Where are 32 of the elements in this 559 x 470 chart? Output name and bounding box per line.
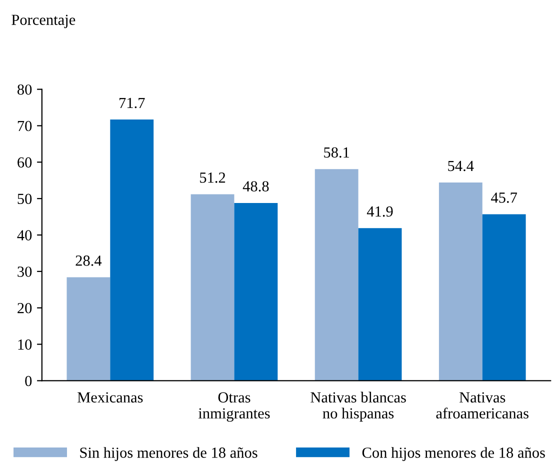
legend-label: Con hijos menores de 18 años [362,447,545,461]
x-tick-label: Mexicanas [78,392,143,403]
y-tick-label: 60 [18,157,32,168]
x-tick-label: Nativas blancas no hispanas [310,392,406,422]
y-tick-label: 30 [18,266,32,277]
bar [66,277,110,381]
y-tick-label: 20 [18,302,32,314]
y-tick-label: 70 [18,120,32,132]
bar [234,202,278,381]
x-tick-label: Otras inmigrantes [198,392,270,422]
data-label: 28.4 [76,256,102,266]
y-tick-label: 50 [18,194,32,204]
data-label: 71.7 [120,98,145,108]
y-axis-title: Porcentaje [12,14,76,28]
data-label: 54.4 [448,160,474,172]
data-label: 58.1 [324,147,350,158]
bar [438,182,482,381]
bar [110,120,154,381]
bar [314,169,358,381]
data-label: 51.2 [200,172,226,183]
y-tick-label: 40 [17,230,32,240]
data-label: 45.7 [491,192,518,203]
bar [190,194,234,381]
legend-label: Sin hijos menores de 18 años [80,447,258,461]
data-label: 48.8 [242,181,269,192]
bar [358,228,402,381]
y-tick-label: 80 [18,84,32,95]
y-tick-label: 10 [18,339,32,350]
y-tick-label: 0 [25,376,32,386]
x-tick-label: Nativas afroamericanas [436,392,528,419]
data-label: 41.9 [366,206,393,217]
bar [482,214,526,381]
